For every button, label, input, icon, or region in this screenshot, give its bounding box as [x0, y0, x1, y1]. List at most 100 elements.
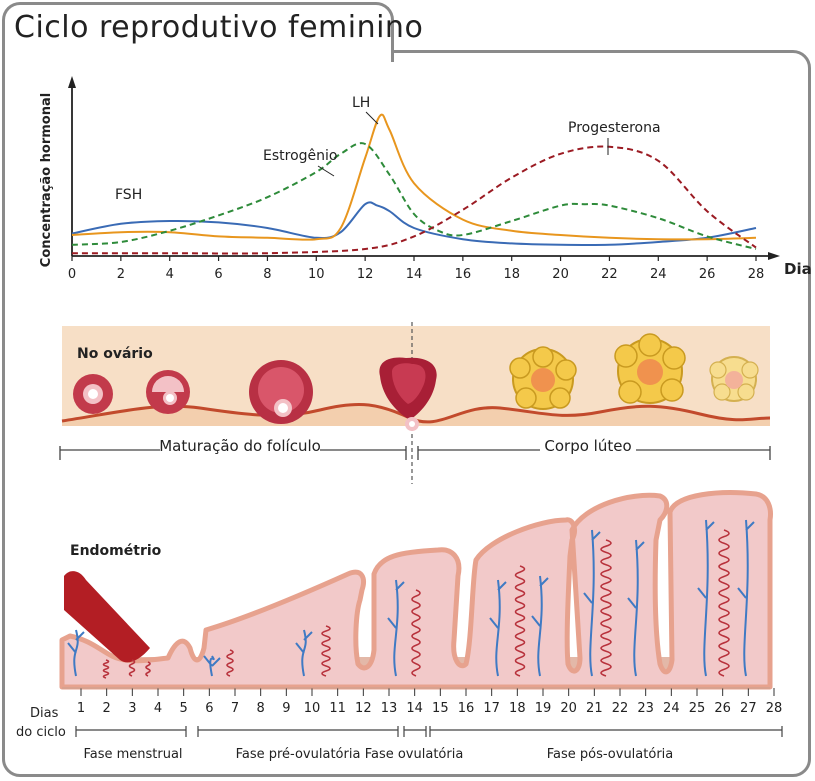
- endometrial-glands: [102, 529, 730, 679]
- series-label-progesterona: Progesterona: [568, 120, 661, 136]
- day-number: 9: [282, 701, 290, 716]
- series-label-lh: LH: [352, 95, 370, 111]
- day-number: 13: [381, 701, 398, 716]
- cycle-day-numbers: 1 2 3 4 5 6 7 8 9 10 11 12 13 14 15 16 17 18 19 20 21 22 23 24 2…: [62, 687, 783, 716]
- series-lines: [71, 113, 757, 255]
- vessel: [583, 529, 601, 677]
- x-tick-label: 24: [650, 267, 667, 282]
- corpus-luteum-2: [614, 333, 686, 404]
- ovary-label: No ovário: [77, 346, 153, 362]
- day-number: 27: [740, 701, 757, 716]
- day-number: 21: [586, 701, 603, 716]
- vessel: [387, 579, 405, 677]
- phase-label-ovulatoria: Fase ovulatória: [365, 747, 464, 762]
- days-label-line2: do ciclo: [16, 725, 66, 740]
- bracket-label-corpo-luteo: Corpo lúteo: [544, 437, 631, 455]
- days-label-line1: Dias: [30, 706, 59, 721]
- day-number: 24: [663, 701, 680, 716]
- day-number: 15: [432, 701, 449, 716]
- gland-coil: [145, 661, 151, 677]
- vessel: [627, 539, 645, 677]
- hormone-chart: Concentração hormonal Dia 0 2 4 6 8 10 12 14 16 1…: [39, 76, 812, 282]
- endometrium-panel: Endométrio Dias do ciclo 1 2 3 4 5 6 7 8 9 10 11 12…: [16, 490, 783, 762]
- x-tick-label: 18: [503, 267, 520, 282]
- series-label-fsh: FSH: [115, 187, 142, 203]
- gland-coil: [226, 649, 234, 677]
- bracket-fase-pre-ovulatoria: [197, 726, 399, 737]
- day-number: 3: [128, 701, 136, 716]
- estrogenio-pointer: [317, 165, 335, 177]
- follicle-2: [146, 370, 190, 414]
- day-number: 11: [329, 701, 346, 716]
- day-number: 2: [103, 701, 111, 716]
- phase-label-menstrual: Fase menstrual: [83, 747, 182, 762]
- follicle-1: [73, 374, 113, 414]
- x-ticks: 0 2 4 6 8 10 12 14 16 18 20 22 24 26 28: [68, 256, 764, 282]
- bracket-fase-pos-ovulatoria: [429, 726, 783, 737]
- gland-coil: [321, 625, 331, 677]
- vessel: [737, 519, 755, 677]
- gland-coil: [102, 659, 110, 679]
- bracket-fase-ovulatoria: [403, 726, 427, 737]
- day-number: 25: [689, 701, 706, 716]
- vessel: [489, 579, 507, 677]
- day-number: 7: [231, 701, 239, 716]
- bracket-label-maturacao: Maturação do folículo: [159, 437, 321, 455]
- corpus-luteum-1: [509, 346, 577, 410]
- day-number: 5: [180, 701, 188, 716]
- x-axis-label: Dia: [784, 260, 812, 278]
- menstrual-shedding: [64, 571, 150, 663]
- series-line-estrogenio: [71, 142, 757, 250]
- page-title: Ciclo reprodutivo feminino: [14, 10, 424, 45]
- day-number: 10: [304, 701, 321, 716]
- corpus-luteum-3: [709, 356, 759, 402]
- x-tick-label: 22: [601, 267, 618, 282]
- gland-coil: [514, 565, 526, 677]
- x-tick-label: 12: [357, 267, 374, 282]
- day-number: 12: [355, 701, 372, 716]
- day-number: 6: [205, 701, 213, 716]
- x-tick-label: 0: [68, 267, 76, 282]
- x-tick-label: 8: [263, 267, 271, 282]
- x-tick-label: 16: [455, 267, 472, 282]
- gland-coil: [600, 539, 612, 677]
- phase-label-pos-ovulatoria: Fase pós-ovulatória: [547, 747, 674, 762]
- vessel: [203, 655, 221, 677]
- gland-coil: [718, 529, 730, 677]
- x-tick-label: 2: [117, 267, 125, 282]
- ovary-tissue: [62, 404, 770, 426]
- series-line-progesterona: [72, 145, 757, 255]
- day-number: 19: [535, 701, 552, 716]
- vessel: [531, 575, 549, 677]
- day-number: 26: [714, 701, 731, 716]
- endometrium-label: Endométrio: [70, 543, 162, 559]
- y-axis-label: Concentração hormonal: [39, 93, 54, 267]
- x-tick-label: 26: [699, 267, 716, 282]
- y-axis-arrow: [68, 76, 76, 88]
- ovulating-follicle: [379, 357, 437, 431]
- x-tick-label: 20: [552, 267, 569, 282]
- follicle-3: [249, 360, 313, 424]
- series-line-lh: [71, 113, 757, 241]
- bracket-fase-menstrual: [75, 726, 187, 737]
- day-number: 8: [257, 701, 265, 716]
- day-number: 20: [560, 701, 577, 716]
- series-label-estrogenio: Estrogênio: [263, 148, 337, 164]
- day-number: 28: [766, 701, 783, 716]
- blood-vessels: [67, 519, 755, 677]
- x-tick-label: 28: [748, 267, 765, 282]
- figure-frame: [2, 50, 811, 777]
- phase-label-pre-ovulatoria: Fase pré-ovulatória: [236, 747, 361, 762]
- lh-pointer: [365, 111, 379, 125]
- gland-coil: [411, 589, 421, 677]
- x-tick-label: 10: [308, 267, 325, 282]
- ovary-wall: [61, 402, 771, 424]
- series-line-fsh: [71, 201, 757, 247]
- ovary-panel: No ovário: [59, 322, 771, 484]
- day-number: 22: [612, 701, 629, 716]
- gland-coil: [128, 659, 136, 677]
- day-number: 4: [154, 701, 162, 716]
- day-number: 1: [77, 701, 85, 716]
- vessel: [697, 519, 715, 677]
